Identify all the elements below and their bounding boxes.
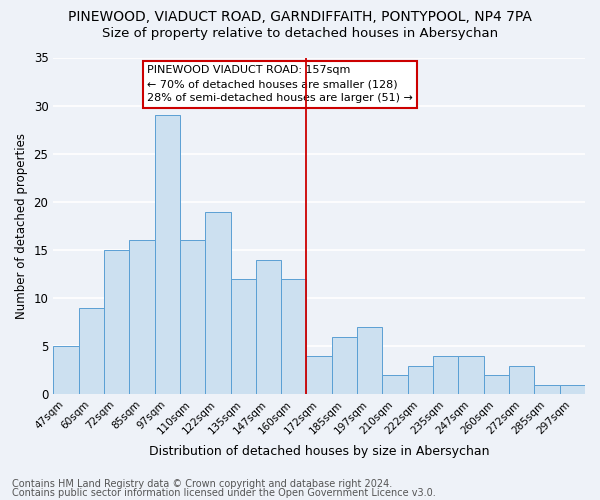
Text: PINEWOOD, VIADUCT ROAD, GARNDIFFAITH, PONTYPOOL, NP4 7PA: PINEWOOD, VIADUCT ROAD, GARNDIFFAITH, PO… [68, 10, 532, 24]
Bar [560, 385, 585, 394]
Bar [509, 366, 535, 394]
Bar [180, 240, 205, 394]
Bar [484, 375, 509, 394]
Bar [281, 279, 307, 394]
Y-axis label: Number of detached properties: Number of detached properties [15, 133, 28, 319]
Bar [155, 116, 180, 394]
Bar [535, 385, 560, 394]
X-axis label: Distribution of detached houses by size in Abersychan: Distribution of detached houses by size … [149, 444, 490, 458]
Bar [79, 308, 104, 394]
Bar [458, 356, 484, 395]
Text: Size of property relative to detached houses in Abersychan: Size of property relative to detached ho… [102, 28, 498, 40]
Bar [408, 366, 433, 394]
Bar [205, 212, 230, 394]
Text: PINEWOOD VIADUCT ROAD: 157sqm
← 70% of detached houses are smaller (128)
28% of : PINEWOOD VIADUCT ROAD: 157sqm ← 70% of d… [147, 65, 413, 103]
Text: Contains HM Land Registry data © Crown copyright and database right 2024.: Contains HM Land Registry data © Crown c… [12, 479, 392, 489]
Bar [53, 346, 79, 395]
Bar [307, 356, 332, 395]
Bar [433, 356, 458, 395]
Bar [129, 240, 155, 394]
Bar [256, 260, 281, 394]
Text: Contains public sector information licensed under the Open Government Licence v3: Contains public sector information licen… [12, 488, 436, 498]
Bar [332, 336, 357, 394]
Bar [382, 375, 408, 394]
Bar [230, 279, 256, 394]
Bar [357, 327, 382, 394]
Bar [104, 250, 129, 394]
